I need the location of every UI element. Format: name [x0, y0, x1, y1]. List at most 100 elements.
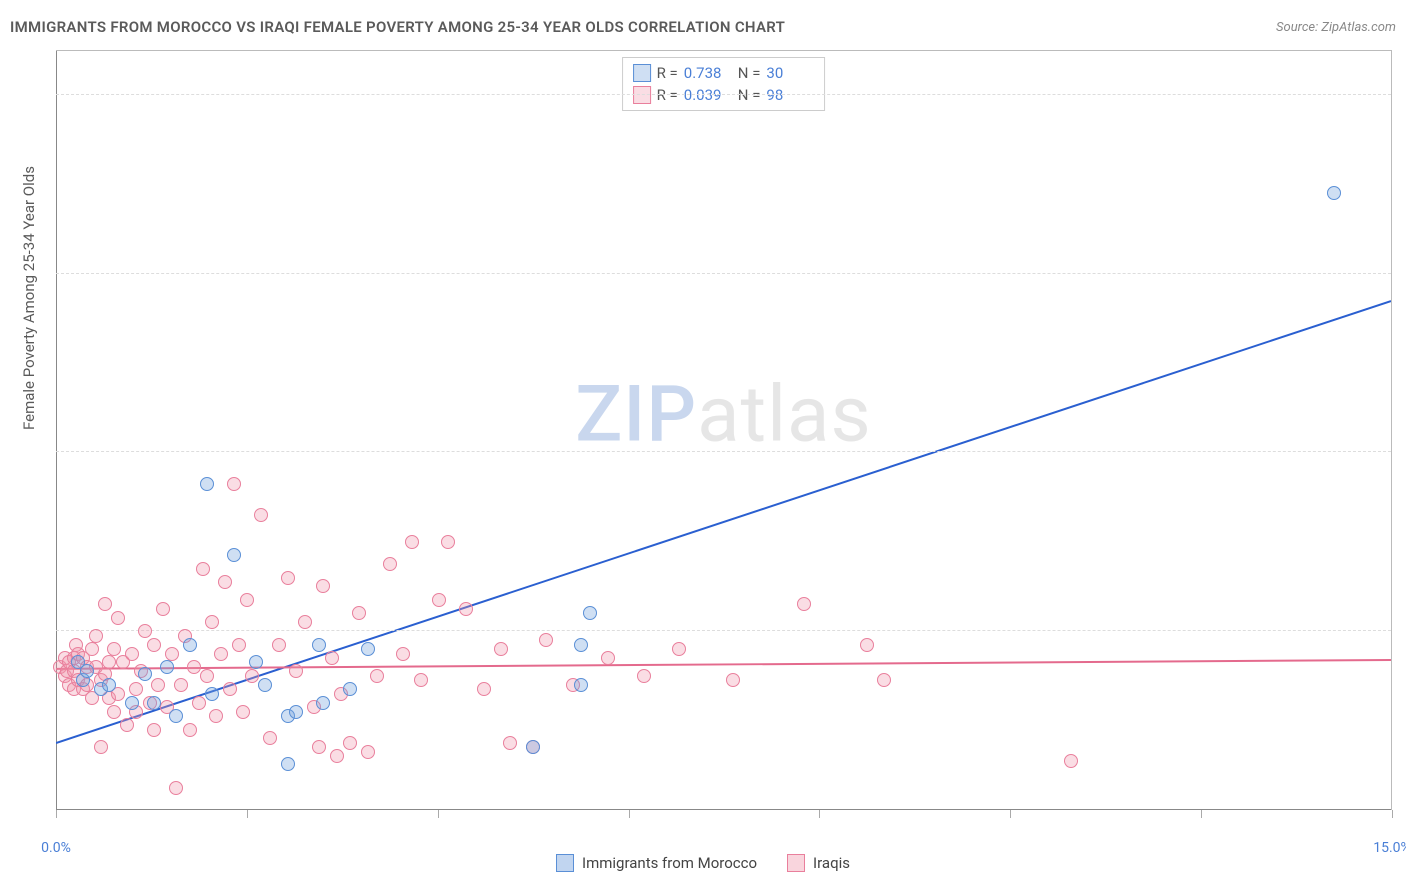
scatter-point: [102, 655, 116, 669]
scatter-point: [236, 705, 250, 719]
stats-n-label: N =: [738, 62, 761, 84]
stats-r-label: R =: [657, 84, 678, 106]
xtick: [1201, 810, 1202, 818]
gridline-h: [56, 273, 1391, 274]
stats-r-value-1: 0.039: [684, 84, 732, 106]
stats-n-value-1: 98: [766, 84, 814, 106]
stats-r-value-0: 0.738: [684, 62, 732, 84]
scatter-point: [151, 678, 165, 692]
scatter-point: [503, 736, 517, 750]
scatter-point: [192, 696, 206, 710]
legend-item-0: Immigrants from Morocco: [556, 854, 757, 872]
xtick-label: 0.0%: [41, 840, 71, 856]
scatter-point: [183, 638, 197, 652]
scatter-point: [877, 673, 891, 687]
scatter-point: [637, 669, 651, 683]
scatter-point: [254, 508, 268, 522]
stats-swatch-1: [633, 86, 651, 104]
scatter-point: [316, 579, 330, 593]
scatter-point: [343, 736, 357, 750]
scatter-point: [539, 633, 553, 647]
stats-n-value-0: 30: [766, 62, 814, 84]
scatter-point: [80, 664, 94, 678]
scatter-point: [196, 562, 210, 576]
xtick: [247, 810, 248, 818]
scatter-point: [249, 655, 263, 669]
chart-plot-area: ZIPatlas R = 0.738 N = 30 R = 0.039 N = …: [56, 50, 1392, 810]
xtick: [629, 810, 630, 818]
scatter-point: [169, 709, 183, 723]
scatter-point: [383, 557, 397, 571]
scatter-point: [316, 696, 330, 710]
scatter-point: [494, 642, 508, 656]
scatter-point: [672, 642, 686, 656]
gridline-h: [56, 451, 1391, 452]
scatter-point: [281, 757, 295, 771]
scatter-point: [477, 682, 491, 696]
gridline-h: [56, 630, 1391, 631]
scatter-point: [574, 678, 588, 692]
legend-swatch-0: [556, 854, 574, 872]
scatter-point: [1327, 186, 1341, 200]
xtick: [1392, 810, 1393, 818]
scatter-point: [138, 624, 152, 638]
stats-r-label: R =: [657, 62, 678, 84]
scatter-point: [245, 669, 259, 683]
scatter-point: [98, 597, 112, 611]
scatter-point: [223, 682, 237, 696]
scatter-point: [107, 705, 121, 719]
xtick: [56, 810, 57, 818]
scatter-point: [232, 638, 246, 652]
scatter-point: [1064, 754, 1078, 768]
scatter-point: [258, 678, 272, 692]
scatter-point: [396, 647, 410, 661]
scatter-point: [125, 696, 139, 710]
chart-title: IMMIGRANTS FROM MOROCCO VS IRAQI FEMALE …: [10, 18, 785, 36]
scatter-point: [263, 731, 277, 745]
scatter-point: [200, 477, 214, 491]
scatter-point: [370, 669, 384, 683]
scatter-point: [726, 673, 740, 687]
scatter-point: [441, 535, 455, 549]
y-axis-label: Female Poverty Among 25-34 Year Olds: [20, 166, 38, 430]
scatter-point: [227, 548, 241, 562]
scatter-point: [860, 638, 874, 652]
scatter-point: [174, 678, 188, 692]
scatter-point: [89, 629, 103, 643]
stats-row-0: R = 0.738 N = 30: [633, 62, 815, 84]
scatter-point: [111, 611, 125, 625]
chart-source: Source: ZipAtlas.com: [1276, 20, 1396, 35]
scatter-point: [120, 718, 134, 732]
scatter-point: [343, 682, 357, 696]
scatter-point: [361, 642, 375, 656]
scatter-point: [298, 615, 312, 629]
scatter-point: [138, 667, 152, 681]
scatter-point: [601, 651, 615, 665]
x-axis-line: [56, 809, 1391, 810]
scatter-point: [214, 647, 228, 661]
scatter-point: [459, 602, 473, 616]
scatter-point: [156, 602, 170, 616]
y-axis-line: [56, 51, 57, 810]
scatter-point: [405, 535, 419, 549]
scatter-point: [312, 638, 326, 652]
scatter-point: [289, 705, 303, 719]
scatter-point: [205, 687, 219, 701]
scatter-point: [574, 638, 588, 652]
scatter-point: [797, 597, 811, 611]
scatter-point: [160, 660, 174, 674]
scatter-point: [289, 664, 303, 678]
scatter-point: [414, 673, 428, 687]
scatter-point: [205, 615, 219, 629]
bottom-legend: Immigrants from Morocco Iraqis: [556, 854, 850, 872]
watermark: ZIPatlas: [575, 370, 872, 461]
chart-header: IMMIGRANTS FROM MOROCCO VS IRAQI FEMALE …: [10, 18, 1396, 36]
scatter-point: [312, 740, 326, 754]
scatter-point: [361, 745, 375, 759]
scatter-point: [218, 575, 232, 589]
scatter-point: [125, 647, 139, 661]
scatter-point: [281, 571, 295, 585]
scatter-point: [352, 606, 366, 620]
legend-label-0: Immigrants from Morocco: [582, 854, 757, 872]
scatter-point: [187, 660, 201, 674]
